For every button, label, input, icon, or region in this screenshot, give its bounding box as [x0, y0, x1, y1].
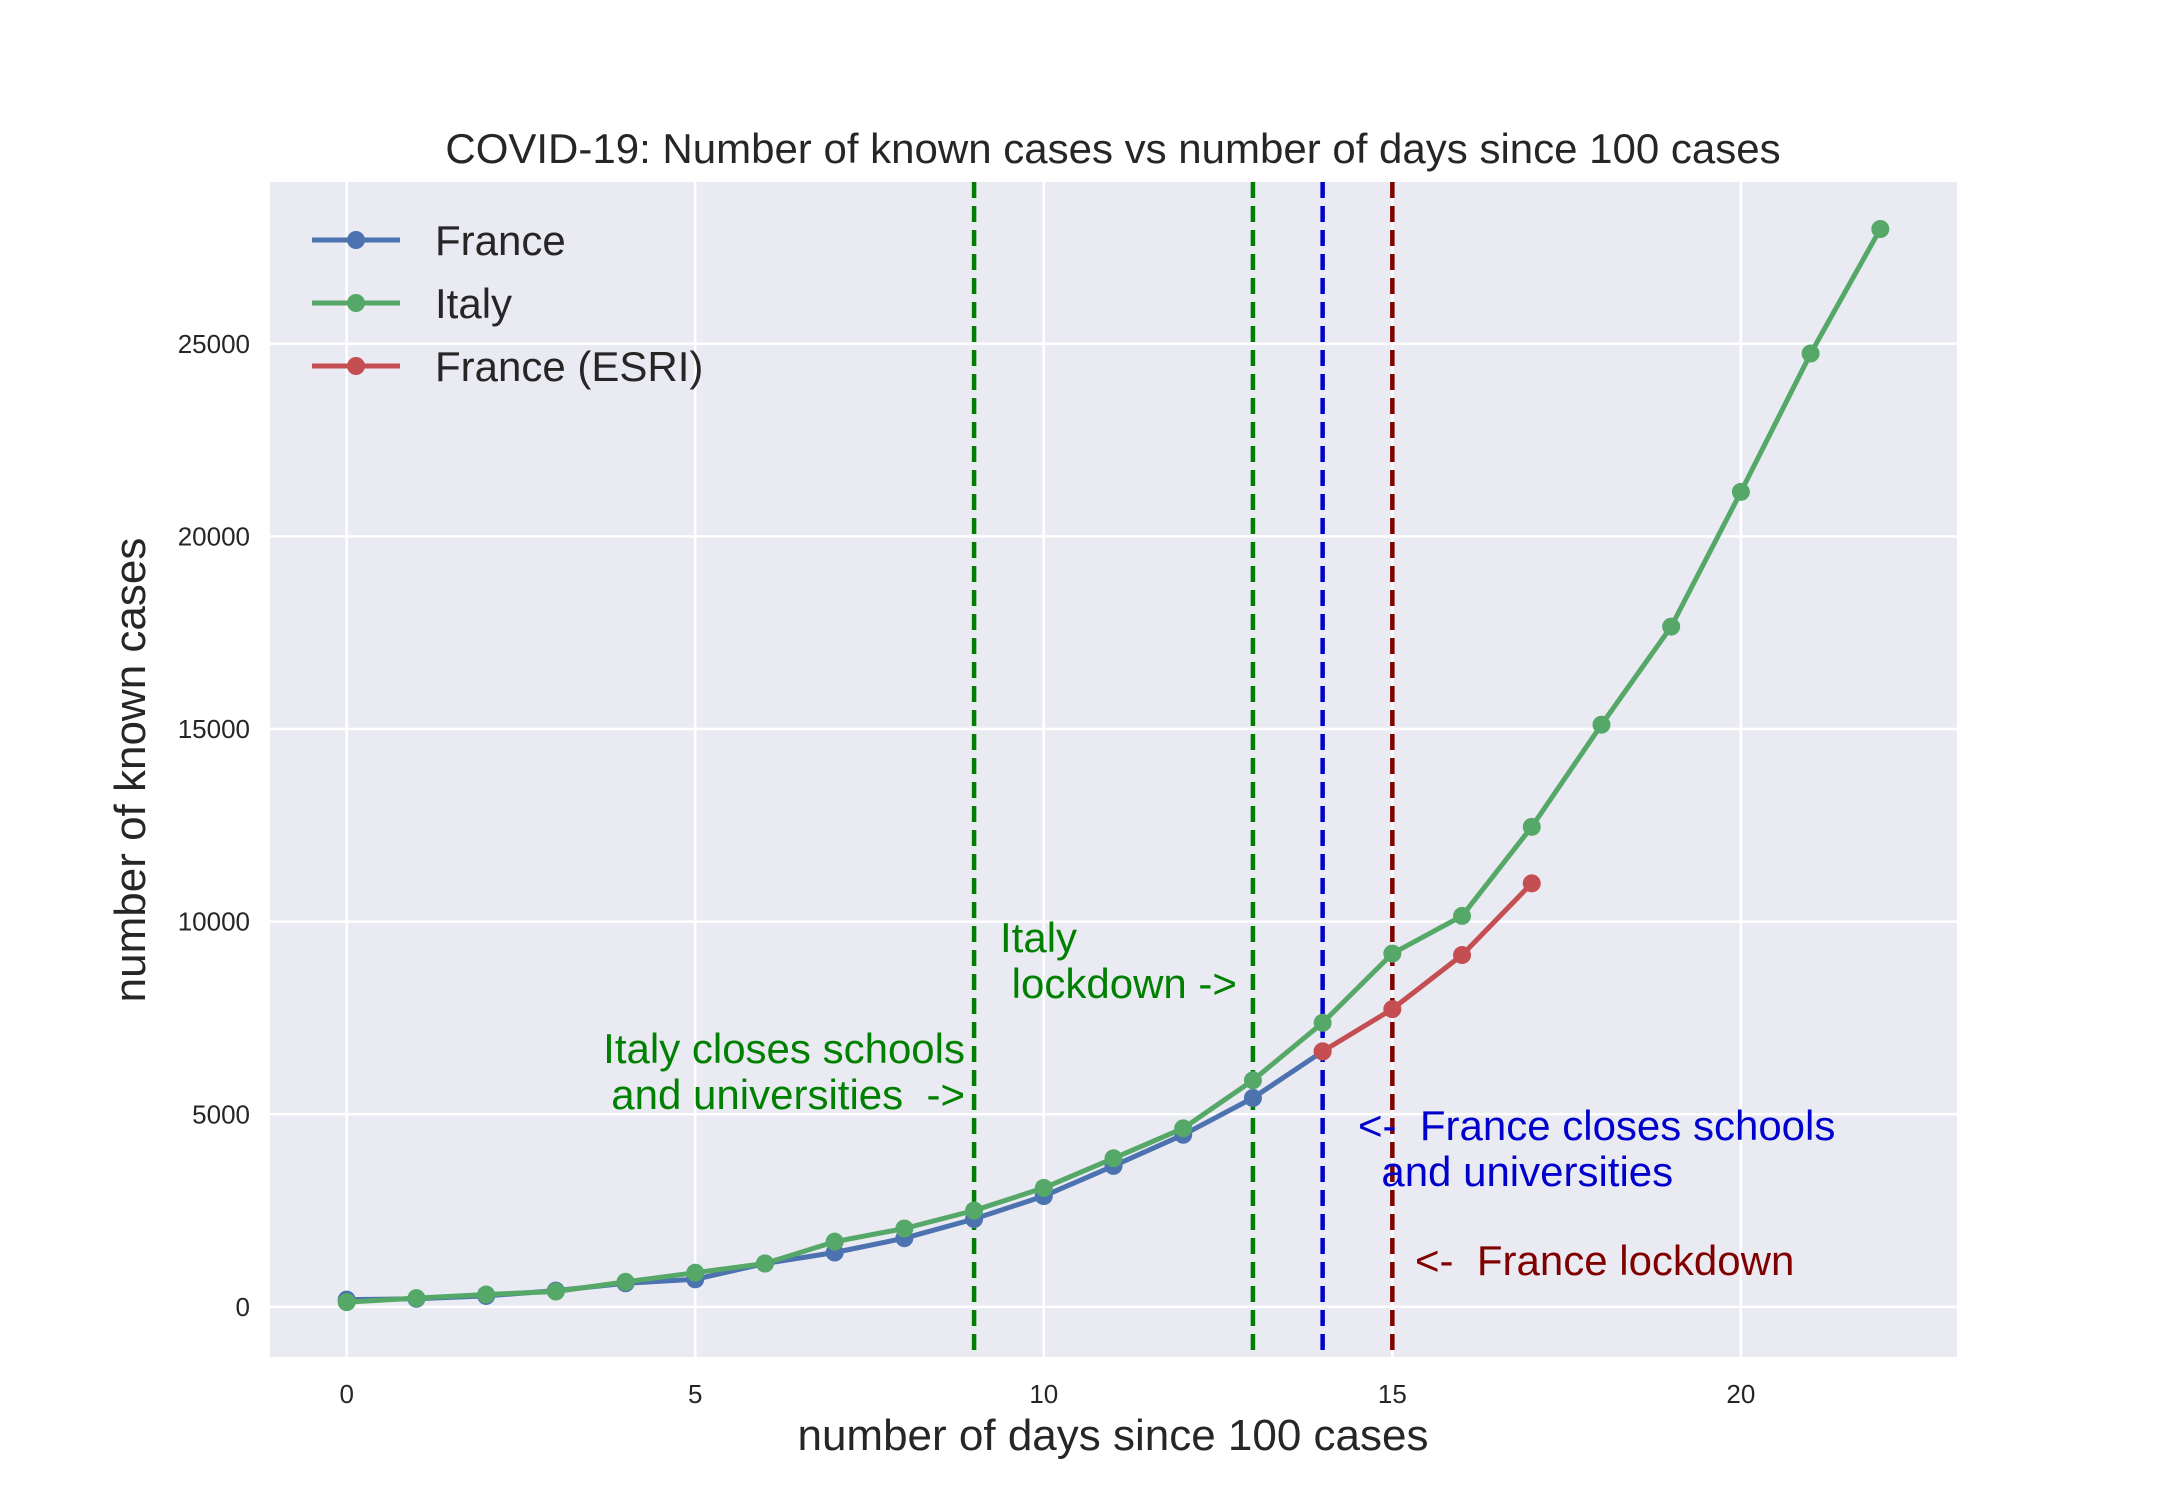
data-point: [1801, 344, 1820, 363]
legend-marker: [347, 357, 365, 375]
y-tick-label: 15000: [178, 714, 250, 744]
data-point: [616, 1272, 635, 1291]
legend-entry: France (ESRI): [312, 343, 703, 390]
data-point: [1243, 1088, 1262, 1107]
y-tick-label: 25000: [178, 329, 250, 359]
data-point: [1174, 1119, 1193, 1138]
annotation-line: Italy closes schools: [603, 1025, 965, 1072]
x-tick-label: 10: [1029, 1379, 1058, 1409]
data-point: [546, 1282, 565, 1301]
legend-entry: Italy: [312, 280, 512, 327]
data-point: [1871, 220, 1890, 238]
data-point: [1522, 817, 1541, 836]
annotation-line: and universities: [1358, 1148, 1673, 1195]
legend-label: France (ESRI): [435, 343, 703, 390]
series-france-esri: [1313, 874, 1541, 1061]
annotations: Italy closes schools and universities ->…: [600, 914, 1836, 1284]
data-point: [1453, 946, 1472, 965]
legend-marker: [347, 231, 365, 249]
data-point: [1453, 906, 1472, 925]
data-point: [1383, 944, 1402, 963]
y-tick-label: 10000: [178, 907, 250, 937]
annotation: <- France closes schools and universitie…: [1358, 1102, 1835, 1195]
data-point: [1592, 715, 1611, 734]
data-point: [1313, 1042, 1332, 1061]
data-point: [1313, 1013, 1332, 1032]
y-tick-label: 20000: [178, 521, 250, 551]
data-point: [895, 1219, 914, 1238]
data-point: [686, 1263, 705, 1282]
legend-entry: France: [312, 217, 566, 264]
y-tick-label: 5000: [192, 1099, 250, 1129]
legend-label: France: [435, 217, 566, 264]
annotation-line: <- France lockdown: [1415, 1237, 1794, 1284]
legend-marker: [347, 294, 365, 312]
annotation-line: Italy: [1000, 914, 1077, 961]
legend: France Italy France (ESRI): [312, 217, 703, 390]
y-axis-label: number of known cases: [106, 538, 155, 1003]
data-point: [337, 1293, 356, 1312]
data-point: [965, 1201, 984, 1220]
data-point: [407, 1289, 426, 1308]
data-point: [1383, 1000, 1402, 1019]
annotation: Italy closes schools and universities ->: [600, 1025, 965, 1118]
grid: [270, 182, 1957, 1357]
annotation: Italy lockdown ->: [1000, 914, 1237, 1007]
data-point: [1522, 874, 1541, 893]
y-tick-label: 0: [236, 1292, 250, 1322]
x-tick-label: 5: [688, 1379, 702, 1409]
reference-lines: [971, 182, 1395, 1357]
annotation-line: <- France closes schools: [1358, 1102, 1835, 1149]
data-point: [477, 1285, 496, 1304]
series-layer: [337, 220, 1890, 1312]
chart-title: COVID-19: Number of known cases vs numbe…: [445, 125, 1780, 172]
x-tick-label: 15: [1378, 1379, 1407, 1409]
annotation: <- France lockdown: [1415, 1237, 1794, 1284]
data-point: [1243, 1071, 1262, 1090]
annotation-line: and universities ->: [600, 1071, 965, 1118]
data-point: [1104, 1149, 1123, 1168]
legend-label: Italy: [435, 280, 512, 327]
data-point: [755, 1254, 774, 1273]
data-point: [1662, 617, 1681, 636]
data-point: [1731, 482, 1750, 501]
data-point: [825, 1232, 844, 1251]
x-tick-label: 0: [339, 1379, 353, 1409]
series-line: [1320, 880, 1535, 1054]
data-point: [1034, 1178, 1053, 1197]
tick-labels: 0 5 10 15 20 0 5000 10000 15000 20000 25000: [178, 329, 1756, 1409]
annotation-line: lockdown ->: [1000, 960, 1237, 1007]
x-axis-label: number of days since 100 cases: [797, 1411, 1428, 1460]
x-tick-label: 20: [1726, 1379, 1755, 1409]
series-italy: [337, 220, 1890, 1312]
